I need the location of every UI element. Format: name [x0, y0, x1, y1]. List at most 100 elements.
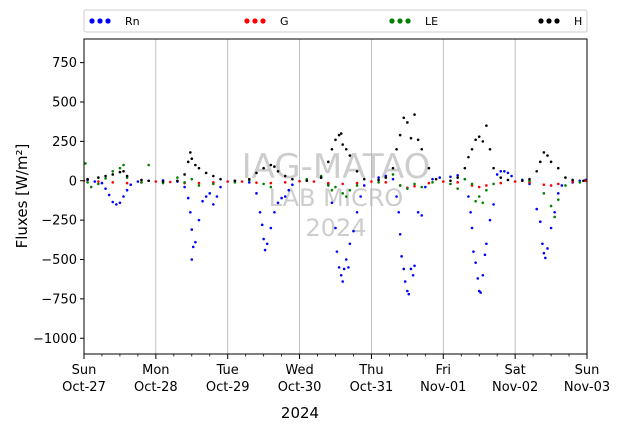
point-rn: [347, 266, 350, 269]
point-rn: [129, 183, 133, 186]
x-tick-date-3: Oct-30: [278, 380, 322, 395]
y-tick-label-1: 500: [52, 96, 77, 111]
point-h: [204, 171, 208, 175]
point-rn: [470, 226, 474, 230]
point-le: [398, 184, 402, 187]
point-h: [409, 136, 413, 140]
point-g: [197, 181, 201, 185]
point-h: [362, 177, 366, 181]
point-rn: [411, 273, 415, 277]
point-rn: [355, 210, 359, 214]
point-rn: [255, 192, 258, 195]
point-h: [528, 177, 531, 181]
point-rn: [424, 185, 427, 189]
point-rn: [262, 237, 265, 241]
point-le: [118, 166, 122, 170]
point-rn: [377, 176, 380, 179]
point-rn: [125, 188, 129, 192]
legend-label: G: [280, 15, 289, 28]
point-g: [240, 180, 244, 183]
point-rn: [456, 173, 459, 177]
point-le: [431, 181, 434, 184]
point-rn: [190, 228, 194, 231]
point-le: [140, 181, 143, 184]
plot-background: [84, 39, 587, 354]
point-le: [355, 184, 359, 187]
point-rn: [479, 291, 482, 294]
point-le: [212, 182, 215, 186]
point-rn: [544, 256, 547, 260]
point-h: [337, 133, 341, 137]
point-rn: [204, 195, 208, 198]
point-rn: [348, 242, 352, 246]
point-h: [262, 166, 265, 170]
point-h: [413, 113, 416, 116]
point-h: [582, 179, 585, 183]
point-rn: [201, 199, 204, 203]
point-rn: [449, 175, 452, 179]
x-tick-day-0: Sun: [72, 363, 97, 378]
point-rn: [413, 264, 416, 268]
legend-marker: [546, 18, 552, 24]
point-rn: [335, 250, 339, 253]
x-tick-date-5: Nov-01: [420, 380, 466, 395]
point-h: [477, 135, 481, 138]
point-rn: [362, 184, 366, 187]
point-rn: [334, 226, 337, 230]
point-h: [269, 163, 273, 167]
point-h: [564, 176, 567, 179]
point-le: [481, 201, 485, 205]
legend-marker: [97, 18, 103, 24]
point-g: [456, 181, 459, 184]
point-g: [370, 180, 373, 183]
y-tick-label-4: −250: [41, 214, 77, 229]
point-le: [542, 192, 546, 195]
point-g: [384, 181, 388, 184]
point-le: [334, 185, 337, 189]
point-g: [355, 181, 359, 185]
point-le: [449, 182, 452, 186]
point-rn: [273, 210, 276, 214]
point-le: [413, 182, 416, 186]
legend-item-h: H: [538, 15, 582, 28]
point-h: [348, 154, 352, 157]
point-h: [111, 173, 115, 176]
point-rn: [219, 185, 222, 189]
point-g: [413, 184, 416, 188]
point-rn: [469, 210, 472, 214]
point-le: [269, 185, 273, 189]
x-tick-day-2: Tue: [216, 363, 239, 378]
point-rn: [260, 223, 264, 227]
point-rn: [136, 180, 140, 183]
point-le: [190, 177, 194, 181]
point-h: [506, 178, 510, 182]
point-rn: [510, 174, 513, 178]
legend-marker: [389, 18, 395, 24]
point-le: [176, 176, 179, 179]
point-rn: [541, 242, 544, 246]
point-h: [327, 160, 330, 164]
point-h: [521, 179, 524, 183]
point-rn: [481, 273, 485, 277]
point-le: [344, 195, 348, 198]
point-h: [219, 177, 222, 181]
point-le: [485, 188, 488, 192]
point-h: [406, 121, 409, 124]
legend-item-g: G: [244, 15, 289, 28]
point-rn: [190, 258, 194, 261]
x-tick-date-0: Oct-27: [62, 380, 106, 395]
point-le: [377, 181, 380, 184]
point-rn: [330, 201, 334, 205]
point-rn: [342, 267, 346, 271]
point-rn: [269, 226, 273, 230]
point-le: [341, 192, 344, 195]
point-rn: [183, 185, 186, 189]
point-h: [481, 140, 485, 143]
point-h: [339, 132, 343, 135]
y-axis-label: Fluxes [W/m²]: [13, 144, 31, 249]
point-le: [549, 204, 553, 208]
point-h: [189, 151, 192, 154]
point-rn: [337, 266, 341, 269]
